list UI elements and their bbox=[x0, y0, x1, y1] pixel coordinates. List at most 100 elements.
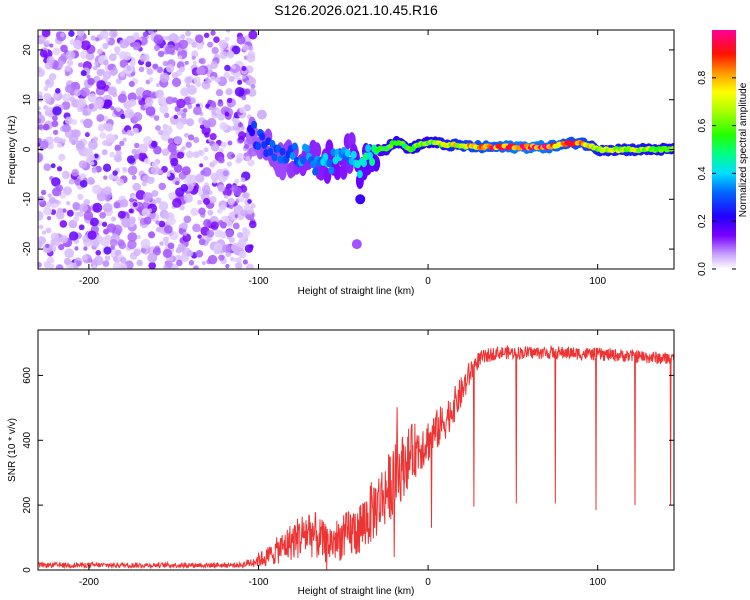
noise-speckle bbox=[102, 202, 113, 213]
noise-speckle bbox=[201, 167, 212, 177]
noise-speckle bbox=[185, 141, 192, 148]
noise-speckle bbox=[146, 68, 154, 75]
noise-speckle bbox=[212, 159, 219, 165]
noise-speckle bbox=[64, 248, 75, 259]
noise-speckle bbox=[199, 124, 205, 129]
noise-speckle bbox=[157, 50, 165, 58]
noise-speckle bbox=[193, 106, 202, 116]
noise-speckle bbox=[119, 140, 125, 147]
spectrogram-x-tick-label: 100 bbox=[589, 276, 606, 287]
noise-speckle bbox=[165, 96, 174, 105]
noise-speckle bbox=[196, 66, 206, 76]
noise-speckle bbox=[38, 66, 42, 73]
noise-speckle bbox=[213, 36, 220, 43]
noise-speckle bbox=[61, 138, 66, 144]
noise-speckle bbox=[181, 112, 187, 119]
noise-speckle bbox=[228, 204, 234, 210]
noise-speckle bbox=[184, 96, 191, 104]
noise-speckle bbox=[234, 178, 240, 184]
noise-speckle bbox=[99, 132, 107, 139]
noise-speckle bbox=[241, 65, 247, 72]
noise-speckle bbox=[177, 243, 186, 252]
noise-speckle bbox=[87, 230, 97, 240]
noise-speckle bbox=[185, 83, 191, 88]
noise-speckle bbox=[170, 157, 179, 167]
noise-speckle bbox=[73, 88, 81, 97]
noise-speckle bbox=[80, 87, 90, 97]
ridge-core bbox=[670, 145, 674, 151]
colorbar-gradient bbox=[712, 30, 736, 269]
noise-speckle bbox=[237, 239, 247, 248]
noise-speckle bbox=[110, 106, 115, 111]
noise-speckle bbox=[176, 151, 185, 159]
noise-speckle bbox=[237, 195, 245, 203]
noise-speckle bbox=[45, 227, 52, 234]
noise-speckle bbox=[43, 86, 49, 92]
spectrogram-noise bbox=[38, 30, 258, 269]
noise-speckle bbox=[204, 132, 210, 138]
noise-speckle bbox=[183, 231, 188, 236]
noise-speckle bbox=[127, 92, 137, 102]
noise-speckle bbox=[105, 133, 116, 143]
noise-speckle bbox=[201, 261, 206, 266]
noise-speckle bbox=[173, 114, 178, 120]
colorbar-tick-label: 0.6 bbox=[697, 118, 708, 132]
noise-speckle bbox=[128, 98, 137, 107]
noise-speckle bbox=[155, 220, 160, 225]
spectrogram-y-tick-label: 20 bbox=[22, 44, 33, 56]
noise-speckle bbox=[87, 93, 97, 103]
noise-speckle bbox=[58, 243, 65, 251]
snr-x-tick-label: -200 bbox=[79, 577, 99, 588]
noise-speckle bbox=[180, 87, 190, 97]
snr-frame bbox=[37, 329, 675, 571]
noise-speckle bbox=[167, 137, 175, 145]
colorbar-tick-label: 0.4 bbox=[697, 166, 708, 180]
noise-speckle bbox=[52, 237, 62, 247]
ridge-core bbox=[356, 170, 363, 179]
noise-speckle bbox=[157, 169, 163, 175]
noise-speckle bbox=[106, 223, 117, 233]
noise-speckle bbox=[180, 253, 190, 262]
noise-speckle bbox=[244, 244, 254, 253]
noise-speckle bbox=[133, 153, 140, 160]
noise-speckle bbox=[157, 96, 167, 105]
noise-speckle bbox=[38, 94, 44, 102]
noise-speckle bbox=[114, 249, 122, 257]
noise-speckle bbox=[81, 254, 88, 261]
noise-speckle bbox=[99, 211, 107, 219]
noise-speckle bbox=[38, 152, 44, 163]
noise-speckle bbox=[244, 88, 251, 95]
noise-speckle bbox=[127, 232, 138, 242]
noise-speckle bbox=[96, 80, 107, 90]
noise-speckle bbox=[86, 52, 95, 61]
noise-speckle bbox=[207, 79, 212, 84]
noise-speckle bbox=[180, 222, 188, 230]
noise-speckle bbox=[101, 149, 108, 156]
noise-speckle bbox=[247, 88, 257, 97]
noise-speckle bbox=[105, 196, 111, 202]
noise-speckle bbox=[107, 64, 114, 71]
noise-speckle bbox=[102, 42, 109, 50]
noise-speckle bbox=[76, 98, 87, 108]
noise-speckle bbox=[136, 95, 142, 101]
noise-speckle bbox=[193, 136, 200, 144]
noise-speckle bbox=[93, 61, 99, 66]
noise-speckle bbox=[209, 132, 217, 141]
noise-speckle bbox=[247, 159, 255, 167]
noise-speckle bbox=[66, 59, 74, 66]
noise-speckle bbox=[74, 178, 82, 186]
noise-speckle bbox=[129, 60, 136, 67]
noise-speckle bbox=[119, 39, 129, 49]
noise-speckle bbox=[128, 216, 136, 224]
ridge-halo bbox=[313, 142, 322, 159]
noise-speckle bbox=[150, 140, 158, 148]
noise-speckle bbox=[190, 207, 199, 217]
noise-speckle bbox=[233, 257, 238, 263]
noise-speckle bbox=[235, 257, 242, 264]
noise-speckle bbox=[52, 115, 58, 121]
noise-speckle bbox=[151, 190, 158, 197]
noise-speckle bbox=[227, 140, 233, 146]
noise-speckle bbox=[167, 217, 176, 226]
noise-speckle bbox=[199, 163, 204, 168]
noise-speckle bbox=[104, 99, 113, 108]
